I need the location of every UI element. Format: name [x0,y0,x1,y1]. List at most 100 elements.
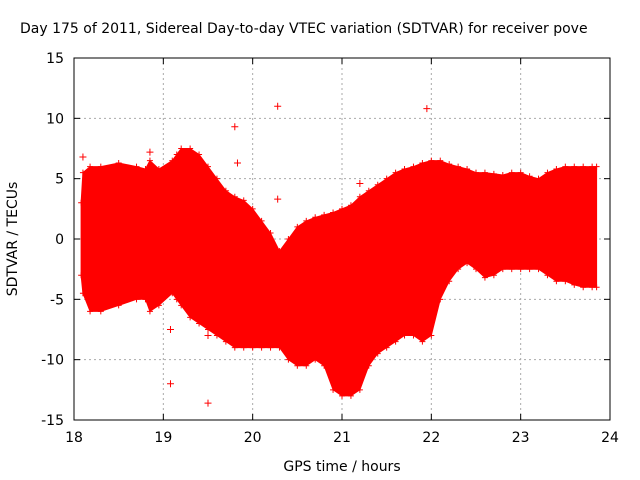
envelope-marker [133,163,140,170]
envelope-marker [173,151,180,158]
envelope-marker [240,197,247,204]
envelope-marker [499,172,506,179]
envelope-marker [455,163,462,170]
data-point [204,332,212,340]
envelope-marker [562,278,569,285]
envelope-marker [285,356,292,363]
envelope-marker [464,260,471,267]
envelope-marker [410,332,417,339]
envelope-marker [571,163,578,170]
y-tick-label: 15 [46,51,64,67]
envelope-marker [205,326,211,333]
envelope-marker [562,163,569,170]
envelope-marker [330,386,337,393]
envelope-marker [258,344,265,351]
envelope-marker [356,386,363,393]
envelope-marker [446,278,453,285]
envelope-marker [142,296,149,303]
envelope-marker [553,166,560,173]
envelope-marker [87,163,94,170]
envelope-marker [321,362,328,369]
envelope-marker [87,308,94,315]
envelope-marker [276,248,283,255]
data-point [79,153,87,161]
y-tick-label: 10 [46,111,64,127]
envelope-marker [517,266,524,273]
envelope-marker [374,350,381,357]
envelope-marker [365,362,372,369]
envelope-marker [374,181,381,188]
envelope-marker [401,166,408,173]
envelope-marker [222,338,229,345]
envelope-marker [580,284,587,291]
y-tick-label: -10 [41,353,64,369]
envelope-marker [312,214,319,221]
envelope-marker [580,163,587,170]
envelope-marker [339,205,345,212]
x-tick-label: 20 [244,430,262,446]
envelope-marker [169,290,176,297]
envelope-marker [464,166,471,173]
envelope-marker [178,145,185,152]
envelope-marker [544,272,551,279]
y-tick-label: 5 [55,172,64,188]
envelope-marker [155,166,162,173]
envelope-marker [249,205,256,212]
envelope-marker [473,169,479,176]
envelope-marker [517,169,524,176]
envelope-marker [490,272,497,279]
envelope-marker [146,157,153,164]
data-point [146,148,154,156]
envelope-marker [196,151,203,158]
envelope-marker [571,281,578,288]
y-tick-label: 0 [55,232,64,248]
envelope-marker [526,173,533,180]
x-tick-label: 21 [333,430,351,446]
x-tick-label: 22 [422,430,440,446]
x-tick-label: 23 [512,430,530,446]
envelope-marker [553,278,560,285]
envelope-marker [526,266,533,273]
envelope-marker [544,169,551,176]
envelope-marker [401,332,408,339]
envelope-marker [79,169,86,176]
envelope-marker [419,338,426,345]
envelope-marker [178,302,185,309]
envelope-marker [115,159,122,166]
envelope-marker [356,193,363,200]
data-point [204,399,212,407]
sdtvar-band [80,148,598,397]
envelope-marker [481,274,488,281]
data-point [231,123,239,131]
data-point [233,159,241,167]
envelope-marker [499,266,506,273]
envelope-marker [231,193,238,200]
envelope-marker [392,169,399,176]
envelope-marker [383,175,390,182]
envelope-marker [97,308,104,315]
envelope-marker [213,332,220,339]
envelope-marker [437,157,444,164]
envelope-marker [205,163,211,170]
envelope-marker [508,169,515,176]
envelope-marker [330,209,337,216]
data-point [423,105,431,113]
envelope-marker [339,392,345,399]
axis-ticks: 18 19 20 21 22 23 24 -15 -10 -5 0 5 10 15 [41,51,619,446]
envelope-marker [294,362,301,369]
envelope-marker [240,344,247,351]
envelope-marker [410,163,417,170]
envelope-marker [428,157,435,164]
envelope-marker [231,344,238,351]
envelope-marker [146,308,153,315]
envelope-marker [267,229,274,236]
y-tick-label: -5 [50,292,64,308]
data-points [79,102,431,407]
envelope-marker [285,236,292,242]
envelope-marker [213,175,220,182]
data-band [78,145,600,399]
x-tick-label: 18 [65,430,83,446]
envelope-marker [267,344,274,351]
envelope-marker [419,159,426,166]
